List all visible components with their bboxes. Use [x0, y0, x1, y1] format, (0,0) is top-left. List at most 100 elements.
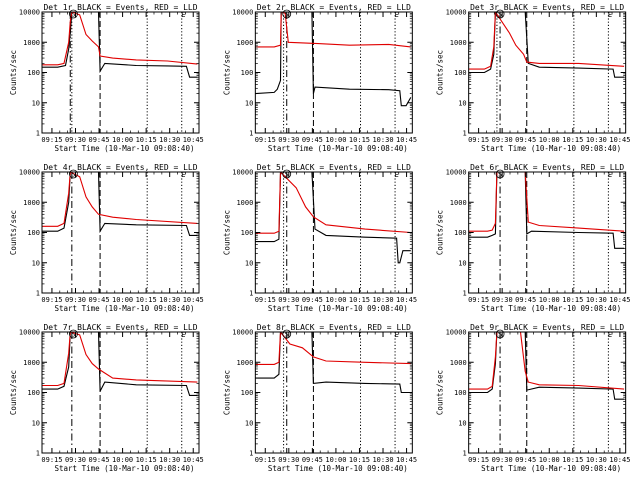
y-tick-label: 1	[462, 130, 466, 138]
x-tick-label: 09:45	[515, 136, 536, 144]
panel-title: Det 2r BLACK = Events, RED = LLD	[257, 3, 411, 12]
start-marker-circle	[282, 169, 292, 179]
x-tick-label: 10:45	[609, 456, 630, 464]
y-tick-label: 10	[32, 99, 40, 107]
x-axis-label: Start Time (10-Mar-10 09:08:40)	[268, 144, 408, 153]
start-marker-circle	[495, 169, 505, 179]
x-tick-label: 09:30	[65, 296, 86, 304]
x-tick-label: 09:45	[88, 136, 109, 144]
x-tick-label: 10:00	[112, 136, 133, 144]
plot-frame	[468, 11, 627, 134]
x-tick-label: 10:00	[112, 296, 133, 304]
x-tick-label: 10:45	[609, 136, 630, 144]
y-axis-label: Counts/sec	[9, 210, 18, 255]
panel-title: Det 3r BLACK = Events, RED = LLD	[470, 3, 624, 12]
y-tick-label: 100	[454, 69, 467, 77]
x-tick-label: 10:15	[136, 136, 157, 144]
panel-title: Det 4r BLACK = Events, RED = LLD	[43, 163, 197, 172]
series-line-events	[468, 12, 625, 78]
plot-frame	[254, 11, 413, 134]
y-tick-label: 10000	[19, 9, 40, 17]
y-tick-label: 1000	[23, 39, 40, 47]
x-tick-label: 10:00	[112, 456, 133, 464]
start-marker-label: S	[71, 171, 75, 179]
x-tick-label: 10:15	[349, 456, 370, 464]
y-tick-label: 10	[245, 259, 253, 267]
x-tick-label: 09:45	[515, 296, 536, 304]
x-tick-label: 10:15	[562, 296, 583, 304]
x-tick-label: 10:30	[159, 456, 180, 464]
y-tick-label: 1000	[450, 199, 467, 207]
x-tick-label: 09:30	[278, 296, 299, 304]
plot-frame	[468, 331, 627, 454]
series-line-lld	[42, 332, 198, 387]
start-marker-label: S	[285, 331, 289, 339]
series-line-events	[468, 172, 625, 249]
start-marker-circle	[69, 9, 78, 19]
x-tick-label: 09:45	[302, 136, 323, 144]
y-tick-label: 10	[32, 259, 40, 267]
x-tick-label: 09:30	[492, 296, 513, 304]
end-marker-label: E	[395, 171, 399, 179]
y-tick-label: 100	[27, 69, 40, 77]
plot-frame	[254, 331, 413, 454]
y-tick-label: 1000	[23, 199, 40, 207]
x-tick-label: 10:45	[396, 136, 417, 144]
x-tick-label: 10:45	[396, 296, 417, 304]
x-axis-label: Start Time (10-Mar-10 09:08:40)	[55, 304, 195, 313]
y-tick-label: 1	[462, 290, 466, 298]
y-tick-label: 100	[454, 389, 467, 397]
start-marker-label: S	[498, 331, 502, 339]
x-tick-label: 10:30	[159, 136, 180, 144]
x-tick-label: 09:15	[41, 296, 62, 304]
series-line-lld	[468, 172, 625, 232]
panel-title: Det 7r BLACK = Events, RED = LLD	[43, 323, 197, 332]
y-tick-label: 1000	[236, 199, 253, 207]
start-marker-label: S	[285, 11, 289, 19]
x-tick-label: 10:15	[562, 136, 583, 144]
x-axis-label: Start Time (10-Mar-10 09:08:40)	[481, 304, 621, 313]
y-axis-label: Counts/sec	[222, 370, 231, 415]
start-marker-circle	[282, 329, 292, 339]
x-tick-label: 10:45	[183, 456, 204, 464]
y-tick-label: 10000	[446, 169, 467, 177]
start-marker-label: S	[285, 171, 289, 179]
y-tick-label: 100	[27, 229, 40, 237]
y-tick-label: 1	[249, 290, 253, 298]
x-tick-label: 09:15	[468, 296, 489, 304]
end-marker-label: E	[608, 11, 612, 19]
x-axis-label: Start Time (10-Mar-10 09:08:40)	[55, 144, 195, 153]
x-tick-label: 10:30	[159, 296, 180, 304]
start-marker-circle	[69, 169, 78, 179]
y-tick-label: 10	[458, 419, 466, 427]
x-tick-label: 10:30	[372, 136, 393, 144]
panel-title: Det 1r BLACK = Events, RED = LLD	[43, 3, 197, 12]
y-tick-label: 100	[454, 229, 467, 237]
x-tick-label: 09:45	[88, 296, 109, 304]
x-axis-label: Start Time (10-Mar-10 09:08:40)	[481, 144, 621, 153]
series-line-events	[255, 332, 411, 394]
plot-frame	[41, 171, 200, 294]
x-tick-label: 10:30	[372, 456, 393, 464]
y-tick-label: 1	[36, 290, 40, 298]
x-tick-label: 10:45	[183, 136, 204, 144]
x-tick-label: 09:15	[41, 136, 62, 144]
start-marker-circle	[69, 329, 78, 339]
y-tick-label: 1	[462, 450, 466, 458]
x-tick-label: 09:15	[255, 136, 276, 144]
y-tick-label: 1000	[450, 39, 467, 47]
y-tick-label: 10	[245, 99, 253, 107]
x-tick-label: 09:30	[278, 136, 299, 144]
series-line-events	[42, 332, 198, 396]
y-tick-label: 10000	[232, 9, 253, 17]
start-marker-circle	[495, 9, 505, 19]
series-line-lld	[255, 332, 411, 365]
x-tick-label: 10:15	[136, 296, 157, 304]
series-line-lld	[468, 332, 625, 390]
y-tick-label: 10000	[446, 329, 467, 337]
